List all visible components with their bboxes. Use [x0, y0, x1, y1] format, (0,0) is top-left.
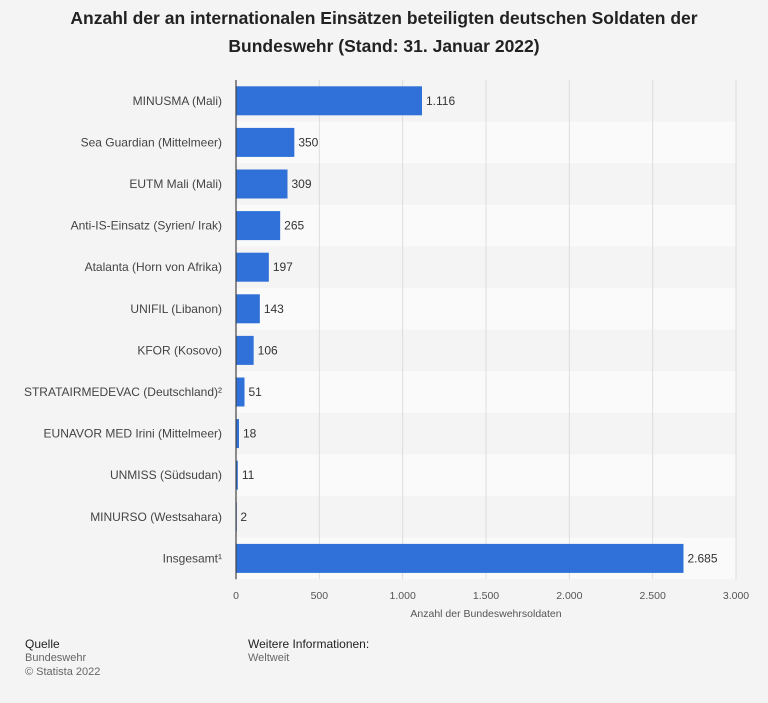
data-label: 2	[240, 510, 247, 524]
category-label: UNMISS (Südsudan)	[110, 468, 222, 482]
bar	[236, 86, 422, 116]
info-text: Weltweit	[248, 652, 290, 664]
x-tick-label: 2.500	[640, 590, 666, 602]
data-label: 2.685	[688, 551, 718, 565]
bar	[236, 252, 269, 282]
x-tick-label: 500	[311, 590, 329, 602]
category-label: Anti-IS-Einsatz (Syrien/ Irak)	[71, 219, 222, 233]
bar	[236, 335, 254, 365]
category-label: Insgesamt¹	[163, 551, 222, 565]
category-label: MINUSMA (Mali)	[133, 94, 222, 108]
bar	[236, 419, 239, 449]
source-heading: Quelle	[25, 637, 60, 651]
category-label: UNIFIL (Libanon)	[130, 302, 222, 316]
bar	[236, 460, 238, 490]
copyright-text: © Statista 2022	[25, 666, 101, 678]
x-axis-title: Anzahl der Bundeswehrsoldaten	[410, 608, 561, 620]
data-label: 309	[292, 177, 312, 191]
data-label: 265	[284, 219, 304, 233]
x-tick-label: 0	[233, 590, 239, 602]
info-heading: Weitere Informationen:	[248, 637, 370, 651]
data-label: 18	[243, 427, 257, 441]
data-label: 106	[258, 343, 278, 357]
category-label: EUNAVOR MED Irini (Mittelmeer)	[44, 427, 222, 441]
category-label: Sea Guardian (Mittelmeer)	[81, 135, 222, 149]
info-block: Weitere Informationen: Weltweit	[248, 637, 369, 665]
data-label: 350	[298, 135, 318, 149]
category-label: EUTM Mali (Mali)	[129, 177, 222, 191]
bar	[236, 543, 684, 573]
data-label: 143	[264, 302, 284, 316]
data-label: 51	[249, 385, 263, 399]
source-block: Quelle Bundeswehr © Statista 2022	[25, 637, 100, 679]
bar	[236, 169, 288, 199]
category-label: Atalanta (Horn von Afrika)	[85, 260, 222, 274]
bar	[236, 377, 245, 407]
x-tick-label: 3.000	[723, 590, 749, 602]
bar-chart: MINUSMA (Mali) 1.116 Sea Guardian (Mittelm…	[24, 80, 749, 620]
chart-title: Anzahl der an internationalen Einsätzen …	[70, 8, 698, 56]
bar	[236, 127, 295, 157]
bar	[236, 211, 281, 241]
bar	[236, 294, 260, 324]
source-text: Bundeswehr	[25, 652, 87, 664]
data-label: 11	[242, 468, 255, 482]
data-label: 197	[273, 260, 293, 274]
x-tick-label: 1.000	[390, 590, 416, 602]
x-tick-label: 2.000	[556, 590, 582, 602]
category-label: KFOR (Kosovo)	[137, 343, 222, 357]
category-label: STRATAIRMEDEVAC (Deutschland)²	[24, 385, 222, 399]
x-tick-label: 1.500	[473, 590, 499, 602]
data-label: 1.116	[426, 94, 455, 108]
category-label: MINURSO (Westsahara)	[90, 510, 222, 524]
